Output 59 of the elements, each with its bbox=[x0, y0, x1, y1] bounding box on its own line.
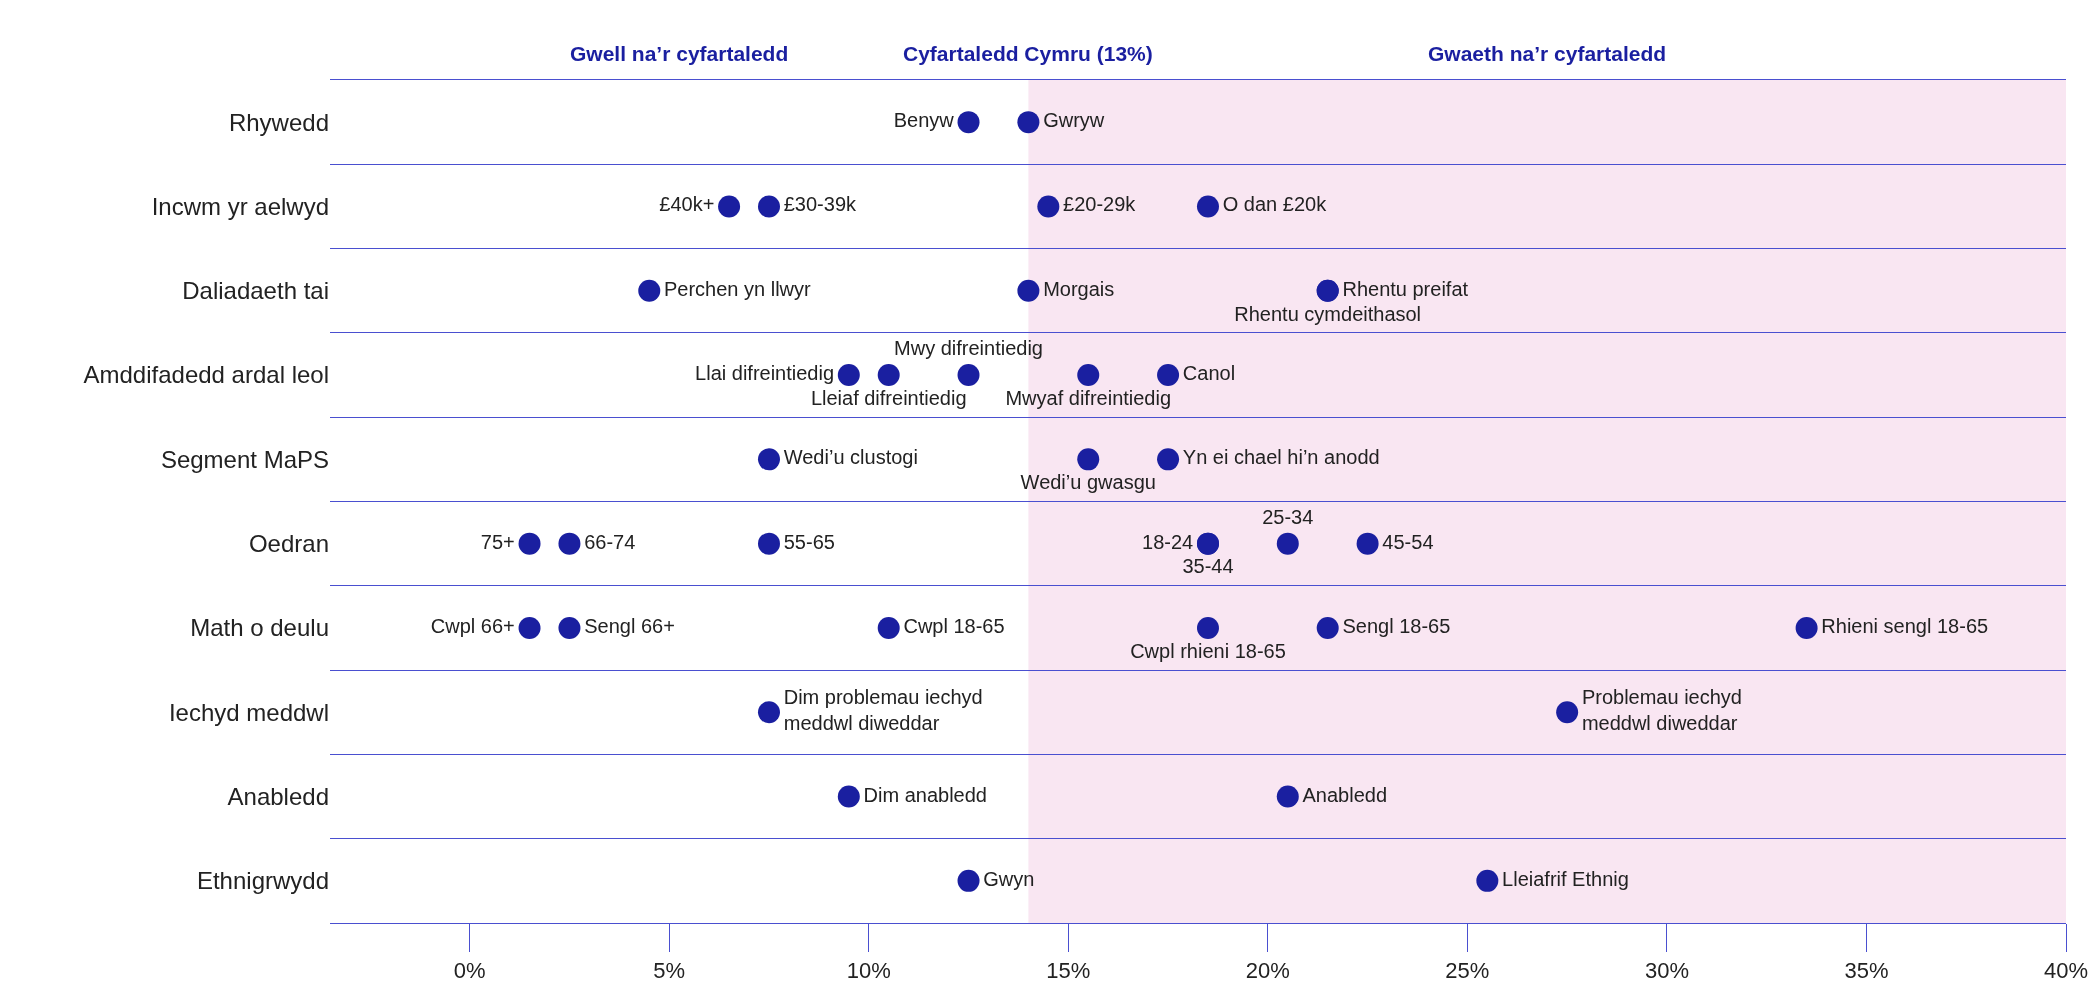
series-label: Morgais bbox=[1043, 277, 1115, 300]
x-tick-label: 40% bbox=[2043, 958, 2089, 984]
y-tick-label: Segment MaPS bbox=[160, 445, 329, 473]
series-label: Wedi’u clustogi bbox=[783, 446, 918, 469]
series-label: Cwpl rhieni 18-65 bbox=[1130, 639, 1286, 662]
x-tick-label: 30% bbox=[1644, 958, 1689, 984]
x-tick-label: 35% bbox=[1844, 958, 1889, 984]
series-label: Gwryw bbox=[1043, 109, 1105, 132]
y-tick-label: Math o deulu bbox=[190, 614, 329, 642]
series-label: Rhentu cymdeithasol bbox=[1234, 302, 1422, 325]
series-label: Mwy difreintiedig bbox=[894, 337, 1044, 360]
x-tick-label: 5% bbox=[653, 958, 686, 984]
y-tick-label: Iechyd meddwl bbox=[168, 698, 329, 726]
series-label: Perchen yn llwyr bbox=[664, 277, 812, 300]
series-label: 55-65 bbox=[783, 530, 835, 553]
x-tick-label: 15% bbox=[1046, 958, 1091, 984]
series-label: Mwyaf difreintiedig bbox=[1005, 386, 1172, 409]
series-label: Benyw bbox=[893, 109, 955, 132]
y-tick-label: Amddifadedd ardal leol bbox=[83, 361, 329, 389]
series-label: Problemau iechyd meddwl diweddar bbox=[1581, 686, 1742, 735]
x-tick-label: 25% bbox=[1445, 958, 1490, 984]
series-label: O dan £20k bbox=[1222, 193, 1328, 216]
text: Gwaeth na’r cyfartaledd bbox=[1428, 42, 1667, 65]
series-label: Llai difreintiedig bbox=[695, 362, 835, 385]
y-tick-label: Rhywedd bbox=[228, 108, 329, 136]
series-label: Yn ei chael hi’n anodd bbox=[1182, 446, 1380, 469]
series-label: 45-54 bbox=[1382, 530, 1434, 553]
series-label: 75+ bbox=[480, 530, 515, 553]
series-label: Cwpl 66+ bbox=[430, 614, 515, 637]
text: Cyfartaledd Cymru (13%) bbox=[903, 42, 1153, 65]
x-tick-label: 20% bbox=[1245, 958, 1290, 984]
series-label: Dim problemau iechyd meddwl diweddar bbox=[783, 686, 983, 735]
y-tick-label: Incwm yr aelwyd bbox=[151, 192, 329, 220]
series-label: £40k+ bbox=[659, 193, 715, 216]
x-tick-label: 10% bbox=[846, 958, 891, 984]
series-label: 35-44 bbox=[1182, 555, 1234, 578]
series-label: Wedi’u gwasgu bbox=[1020, 471, 1156, 494]
series-label: Sengl 18-65 bbox=[1342, 614, 1451, 637]
series-label: Anabledd bbox=[1302, 783, 1388, 806]
series-label: Sengl 66+ bbox=[584, 614, 675, 637]
x-tick-label: 0% bbox=[453, 958, 486, 984]
series-label: Rhieni sengl 18-65 bbox=[1821, 614, 1989, 637]
series-label: Lleiafrif Ethnig bbox=[1502, 867, 1629, 890]
series-label: £20-29k bbox=[1063, 193, 1137, 216]
text: Gwell na’r cyfartaledd bbox=[570, 42, 789, 65]
series-label: Gwyn bbox=[983, 867, 1035, 890]
y-tick-label: Anabledd bbox=[227, 782, 329, 810]
series-label: £30-39k bbox=[783, 193, 858, 216]
series-label: Dim anabledd bbox=[863, 783, 987, 806]
y-tick-label: Oedran bbox=[248, 530, 329, 558]
series-label: 18-24 bbox=[1142, 530, 1194, 553]
series-label: 25-34 bbox=[1262, 505, 1314, 528]
series-label: 66-74 bbox=[584, 530, 636, 553]
series-label: Cwpl 18-65 bbox=[903, 614, 1005, 637]
y-tick-label: Daliadaeth tai bbox=[182, 277, 329, 305]
series-label: Rhentu preifat bbox=[1342, 277, 1469, 300]
series-label: Canol bbox=[1182, 362, 1236, 385]
series-label: Lleiaf difreintiedig bbox=[810, 386, 967, 409]
y-tick-label: Ethnigrwydd bbox=[196, 867, 329, 895]
